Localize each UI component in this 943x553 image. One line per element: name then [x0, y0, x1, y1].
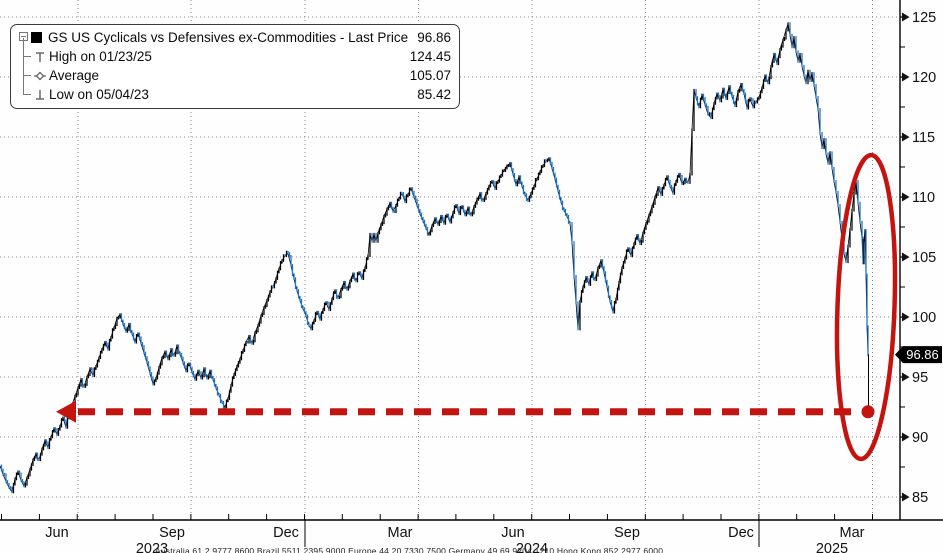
y-tick-label: 120: [912, 70, 936, 86]
x-month-label: Dec: [728, 525, 754, 541]
legend-high-value: 124.45: [409, 49, 451, 64]
y-tick-label: 115: [912, 130, 935, 146]
x-month-label: Sep: [614, 525, 640, 541]
red-arrowhead-left-icon: [56, 400, 76, 423]
y-tick-arrow-icon: [902, 312, 910, 322]
tree-line: [23, 76, 24, 94]
y-tick-arrow-icon: [902, 372, 910, 382]
x-year-label: 2024: [516, 541, 548, 553]
gridlines: [0, 0, 900, 520]
legend-row-last-price: GS US Cyclicals vs Defensives ex-Commodi…: [17, 28, 451, 47]
y-tick-label: 100: [912, 310, 936, 326]
tree-line: [23, 94, 31, 95]
y-tick-label: 105: [912, 250, 936, 266]
legend-low-label: Low on 05/04/23: [49, 87, 149, 102]
annotations: 96.86: [56, 152, 942, 462]
legend-tree-root: [17, 28, 31, 47]
high-marker-icon: [31, 50, 49, 64]
y-tick-label: 125: [912, 10, 936, 26]
legend-tree-branch: [17, 76, 31, 104]
y-tick-arrow-icon: [902, 12, 910, 22]
y-tick-arrow-icon: [902, 72, 910, 82]
x-month-label: Mar: [840, 525, 865, 541]
tree-line: [23, 56, 31, 57]
tree-line: [23, 75, 31, 76]
legend-last-price-value: 96.86: [417, 30, 451, 45]
y-tick-arrow-icon: [902, 192, 910, 202]
x-month-label: Jun: [45, 525, 68, 541]
legend-average-value: 105.07: [409, 68, 451, 83]
y-tick-label: 85: [912, 490, 928, 506]
last-price-badge-text: 96.86: [906, 347, 939, 362]
y-tick-label: 90: [912, 430, 928, 446]
x-year-label: 2025: [816, 541, 848, 553]
legend-low-value: 85.42: [417, 87, 451, 102]
y-tick-label: 95: [912, 370, 928, 386]
x-month-label: Dec: [273, 525, 299, 541]
tree-line: [23, 56, 24, 75]
y-tick-arrow-icon: [902, 252, 910, 262]
x-month-label: Mar: [388, 525, 413, 541]
legend-tree-branch: [17, 38, 31, 66]
x-month-label: Jun: [501, 525, 524, 541]
y-tick-arrow-icon: [902, 492, 910, 502]
legend-row-high: High on 01/23/25 124.45: [17, 38, 451, 66]
low-marker-icon: [31, 88, 49, 102]
last-price-badge: [895, 346, 942, 364]
y-tick-arrow-icon: [902, 432, 910, 442]
legend-high-label: High on 01/23/25: [49, 49, 152, 64]
red-highlight-ellipse: [834, 152, 898, 462]
legend-series-title: GS US Cyclicals vs Defensives ex-Commodi…: [48, 30, 409, 45]
price-series: [0, 22, 869, 494]
tree-line: [23, 38, 24, 56]
legend-average-label: Average: [49, 68, 100, 83]
legend-row-average: Average 105.07: [17, 56, 451, 85]
red-end-dot: [861, 405, 875, 419]
x-year-label: 2023: [136, 541, 168, 553]
legend-tree-branch: [17, 56, 31, 85]
bloomberg-footer-text: Australia 61 2 9777 8600 Brazil 5511 239…: [155, 546, 664, 553]
y-tick-arrow-icon: [902, 132, 910, 142]
average-marker-icon: [31, 69, 49, 83]
series-swatch-icon: [31, 32, 42, 43]
y-tick-label: 110: [912, 190, 935, 206]
legend-row-low: Low on 05/04/23 85.42: [17, 76, 451, 104]
chart-legend: GS US Cyclicals vs Defensives ex-Commodi…: [10, 24, 460, 109]
x-month-label: Sep: [159, 525, 185, 541]
